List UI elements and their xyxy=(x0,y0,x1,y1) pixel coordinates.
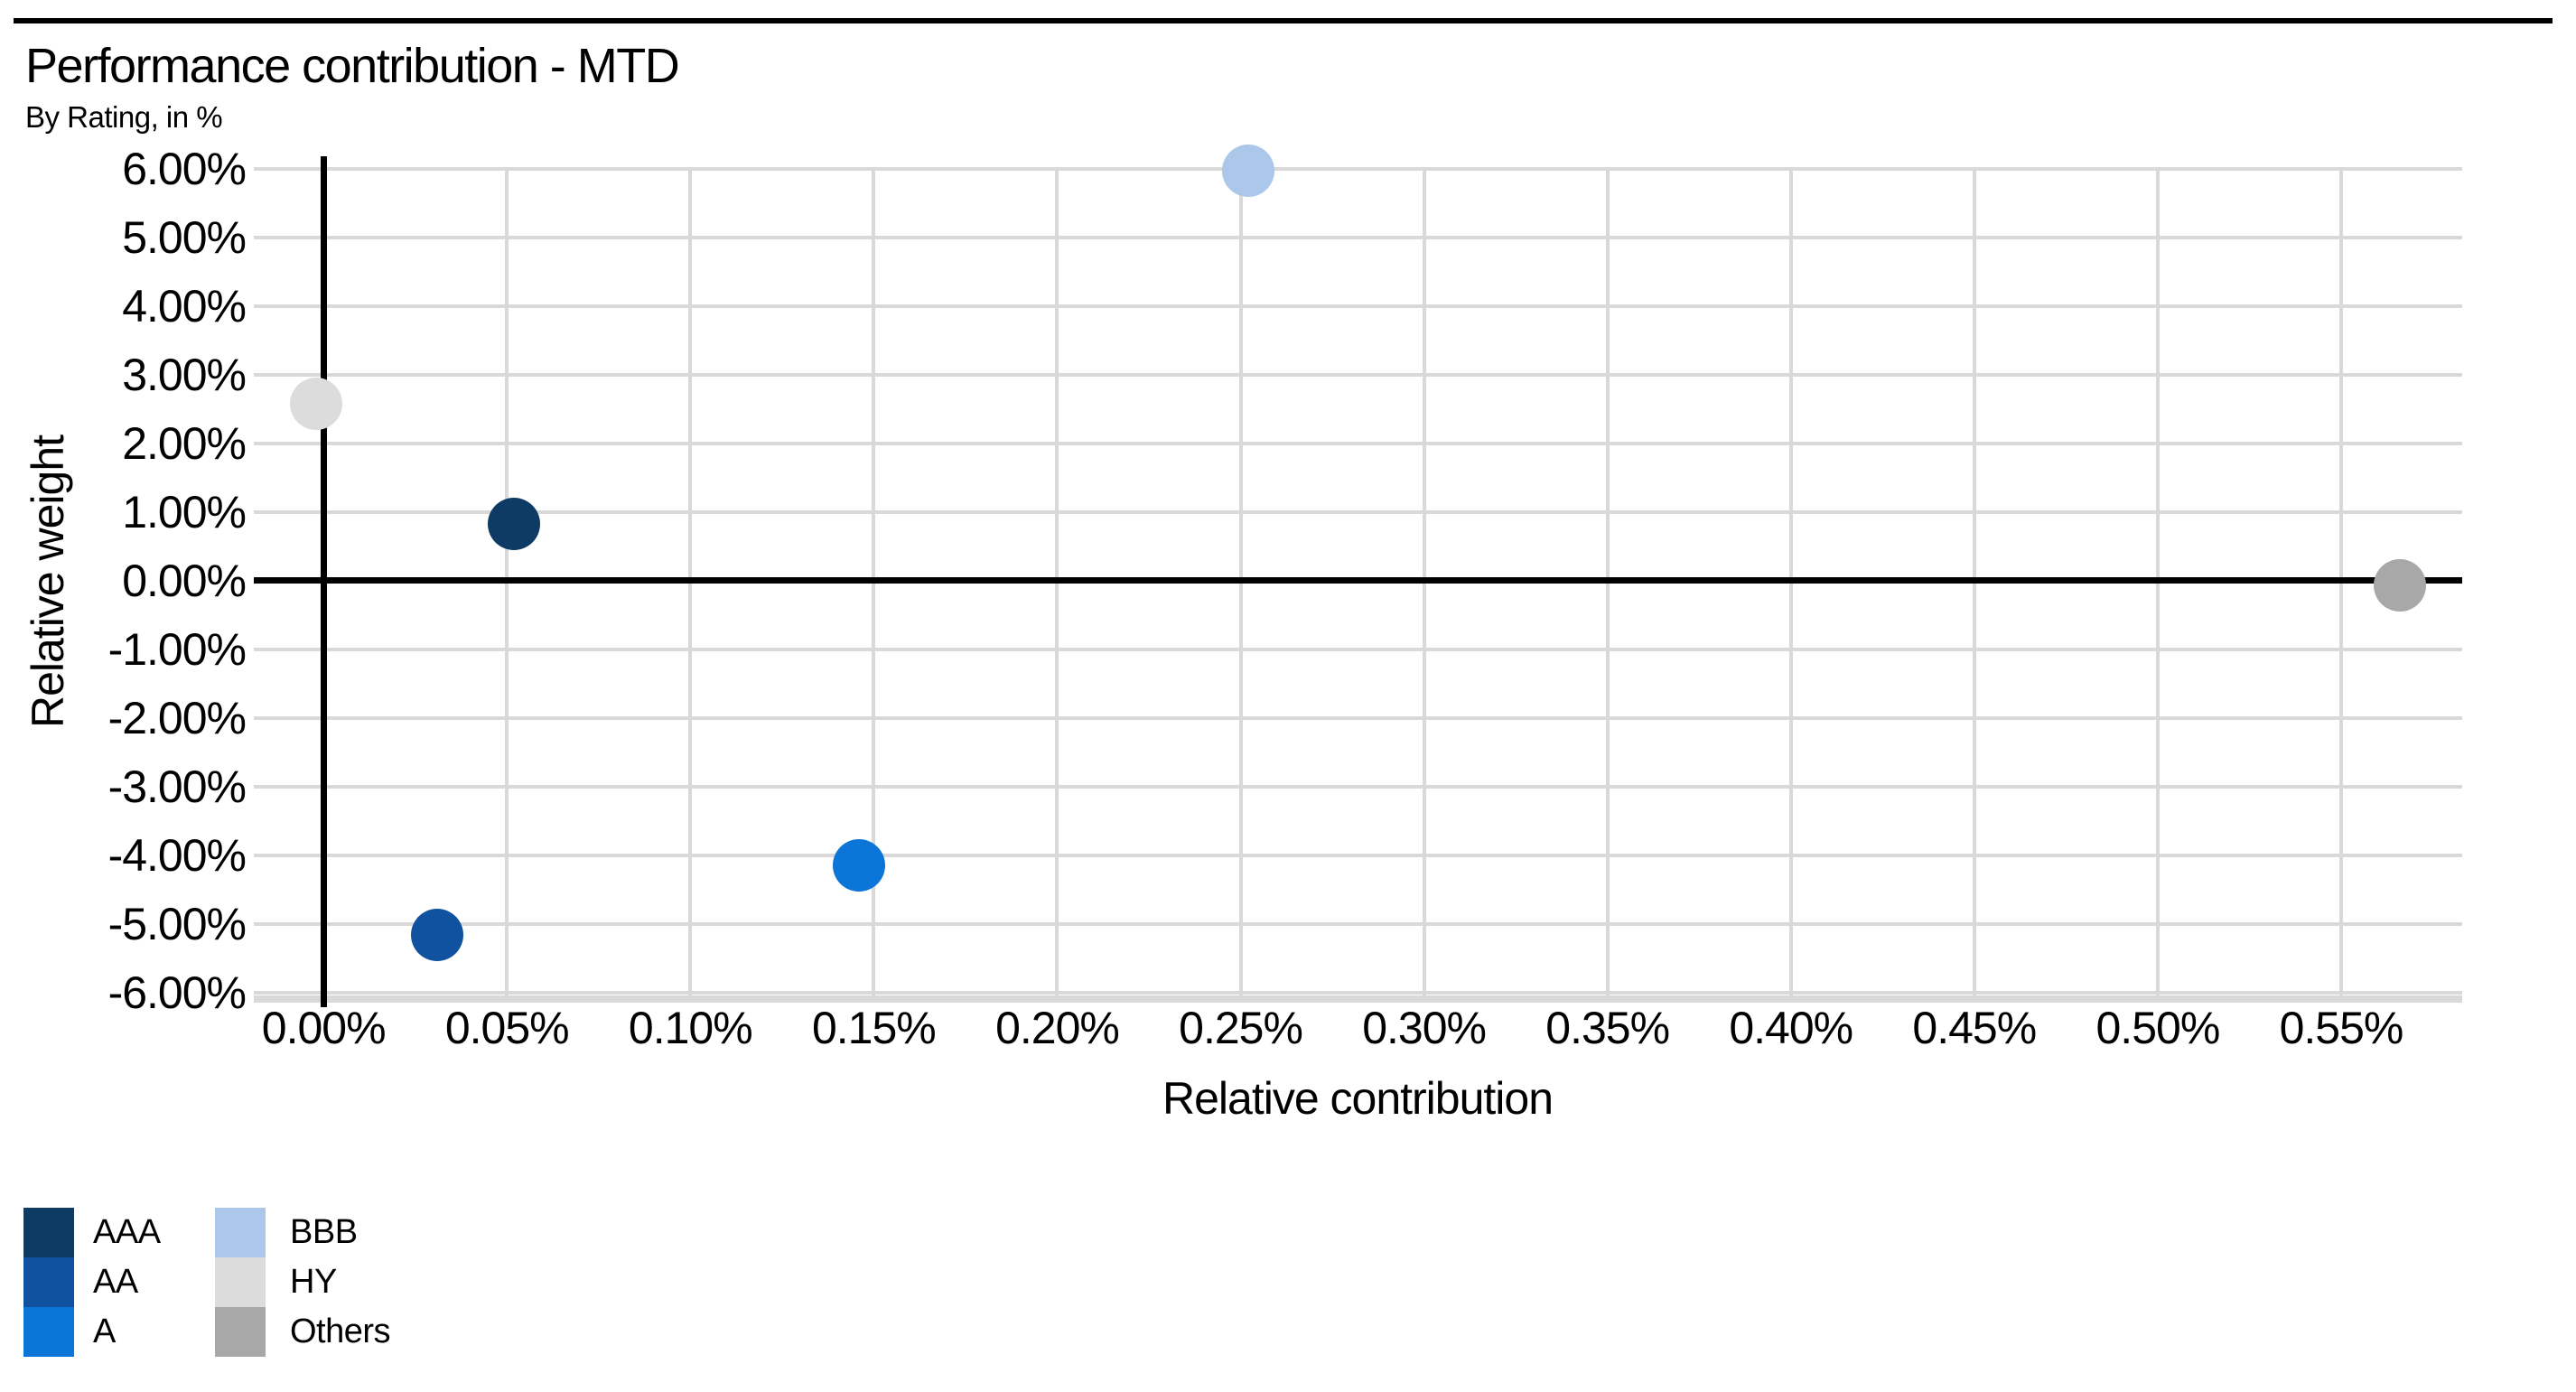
y-axis-tick-label: -6.00% xyxy=(107,967,247,1019)
x-axis-tick-label: 0.00% xyxy=(261,1003,387,1053)
x-axis-tick-label: 0.50% xyxy=(2095,1003,2221,1053)
scatter-point-aaa xyxy=(488,497,541,550)
y-gridline xyxy=(254,235,2462,239)
x-axis-tick-label: 0.15% xyxy=(811,1003,937,1053)
y-axis-tick-label: 4.00% xyxy=(122,280,247,332)
x-axis-tick-label: 0.40% xyxy=(1729,1003,1853,1053)
y-axis-line xyxy=(320,156,327,1007)
x-axis-tick-label: 0.05% xyxy=(444,1003,570,1053)
y-gridline xyxy=(254,922,2462,927)
scatter-point-aa xyxy=(411,908,464,961)
scatter-point-others xyxy=(2373,559,2426,612)
y-axis-tick-label: -3.00% xyxy=(107,761,247,813)
legend-swatch-others xyxy=(215,1307,266,1357)
legend-swatch-hy xyxy=(215,1257,266,1307)
x-axis-tick-label: 0.30% xyxy=(1362,1003,1487,1053)
legend-label-aaa: AAA xyxy=(93,1213,161,1251)
legend-label-hy: HY xyxy=(290,1263,337,1301)
legend-label-bbb: BBB xyxy=(290,1213,358,1251)
legend-swatch-aaa xyxy=(23,1208,74,1257)
y-gridline xyxy=(254,647,2462,651)
legend-label-a: A xyxy=(93,1313,116,1350)
y-gridline xyxy=(254,372,2462,377)
y-gridline xyxy=(254,991,2462,995)
x-axis-baseline xyxy=(254,995,2462,1003)
y-axis-tick-label: 0.00% xyxy=(122,555,247,606)
y-gridline xyxy=(254,509,2462,514)
zero-line-horizontal xyxy=(254,577,2462,584)
x-axis-tick-label: 0.25% xyxy=(1179,1003,1303,1053)
y-axis-tick-label: -4.00% xyxy=(107,830,247,882)
legend-swatch-a xyxy=(23,1307,74,1357)
x-axis-tick-label: 0.35% xyxy=(1545,1003,1670,1053)
y-axis-tick-label: -1.00% xyxy=(107,623,247,675)
scatter-point-a xyxy=(833,839,886,892)
x-axis-tick-label: 0.20% xyxy=(995,1003,1120,1053)
legend-swatch-aa xyxy=(23,1257,74,1307)
y-gridline xyxy=(254,785,2462,789)
y-axis-tick-label: -5.00% xyxy=(107,899,247,950)
y-axis-tick-label: 3.00% xyxy=(122,349,247,400)
y-gridline xyxy=(254,715,2462,720)
legend-label-others: Others xyxy=(290,1313,391,1350)
scatter-point-hy xyxy=(290,378,343,431)
x-axis-tick-label: 0.10% xyxy=(628,1003,753,1053)
y-axis-tick-label: 6.00% xyxy=(122,143,247,194)
scatter-point-bbb xyxy=(1221,144,1274,197)
legend-swatch-bbb xyxy=(215,1208,266,1257)
y-gridline xyxy=(254,166,2462,171)
y-gridline xyxy=(254,304,2462,308)
y-gridline xyxy=(254,441,2462,445)
x-axis-title: Relative contribution xyxy=(1162,1073,1554,1124)
y-axis-tick-label: 2.00% xyxy=(122,417,247,469)
x-axis-tick-label: 0.45% xyxy=(1912,1003,2037,1053)
x-axis-tick-label: 0.55% xyxy=(2279,1003,2404,1053)
chart-title: Performance contribution - MTD xyxy=(25,39,680,93)
y-axis-tick-label: 5.00% xyxy=(122,211,247,263)
y-gridline xyxy=(254,854,2462,858)
legend-label-aa: AA xyxy=(93,1263,138,1301)
y-axis-tick-label: 1.00% xyxy=(122,486,247,537)
y-axis-tick-label: -2.00% xyxy=(107,692,247,743)
chart-subtitle: By Rating, in % xyxy=(25,100,223,134)
top-divider xyxy=(14,18,2553,23)
